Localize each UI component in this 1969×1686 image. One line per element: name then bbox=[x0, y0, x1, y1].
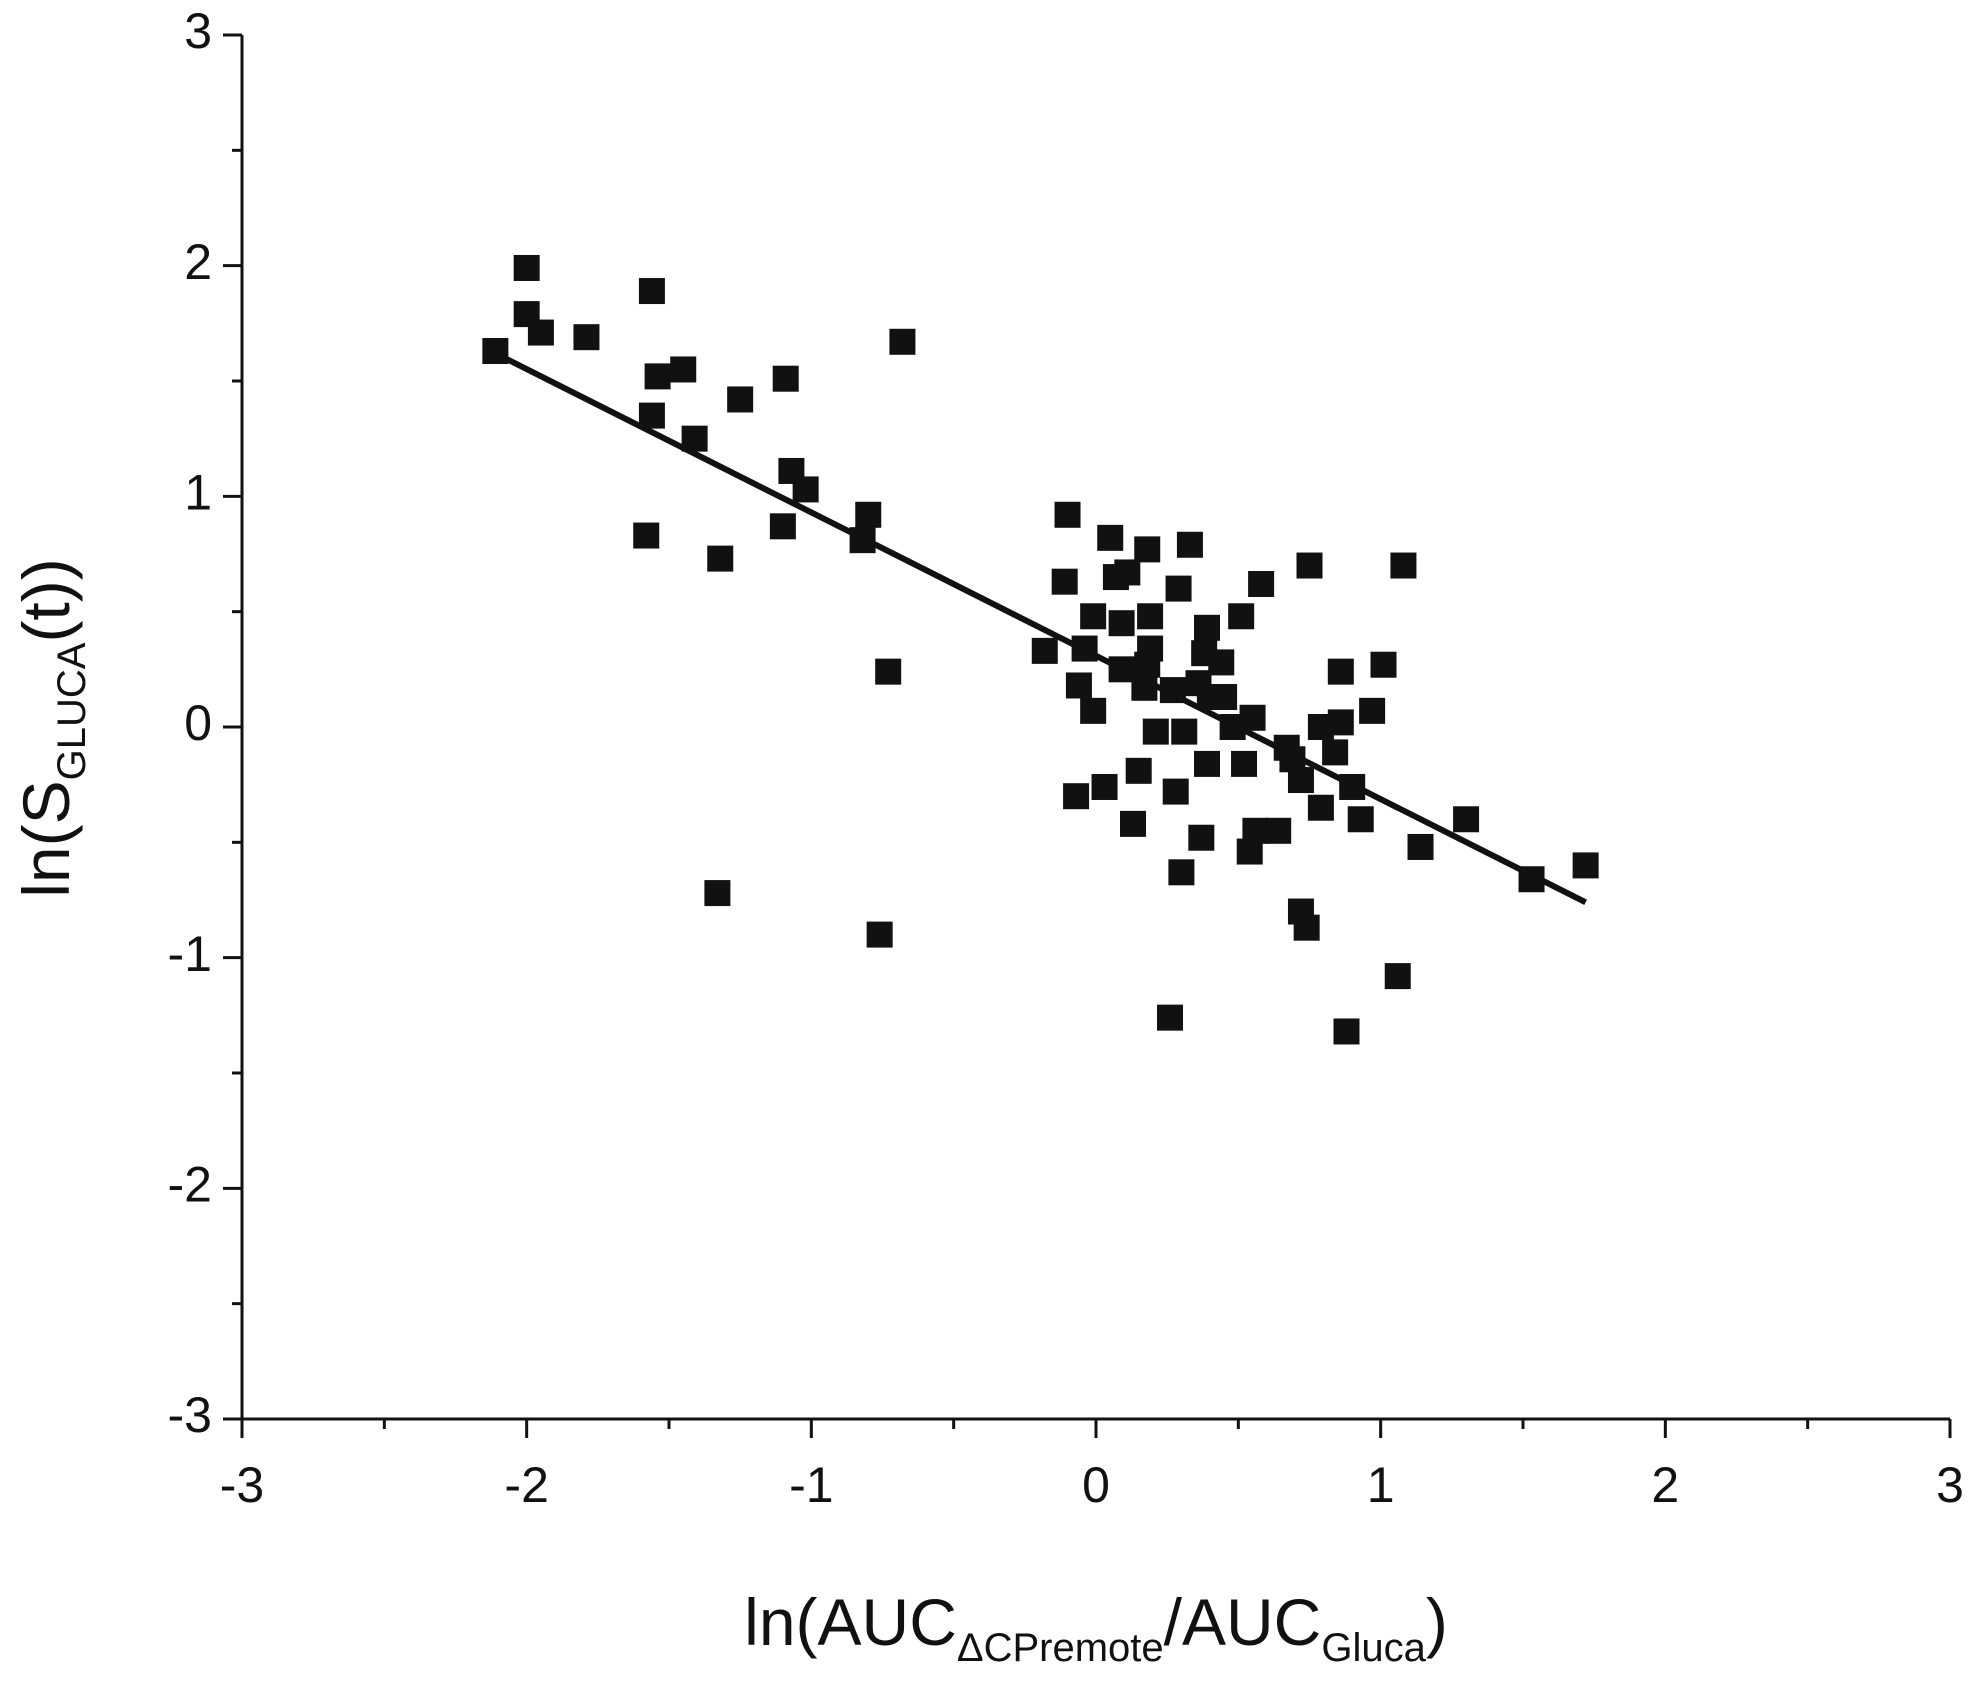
x-tick-label: -2 bbox=[504, 1457, 548, 1513]
data-point bbox=[889, 328, 916, 355]
data-point bbox=[1239, 704, 1266, 731]
data-point bbox=[1390, 552, 1417, 579]
data-point bbox=[1080, 603, 1107, 630]
axis-title-subscript: Gluca bbox=[1321, 1626, 1426, 1670]
data-point bbox=[1142, 718, 1169, 745]
data-point bbox=[769, 513, 796, 540]
y-tick-label: 0 bbox=[184, 695, 212, 751]
data-point bbox=[1051, 568, 1078, 595]
axis-title-part: ln(AUC bbox=[744, 1585, 957, 1659]
x-tick-label: -1 bbox=[789, 1457, 833, 1513]
axis-title-part: (t)) bbox=[9, 558, 83, 642]
data-point bbox=[1137, 603, 1164, 630]
y-tick-label: -3 bbox=[168, 1387, 212, 1443]
data-point bbox=[704, 880, 731, 907]
data-point bbox=[1091, 773, 1118, 800]
fit-line bbox=[494, 350, 1587, 905]
data-point bbox=[1296, 552, 1323, 579]
data-point bbox=[1134, 651, 1161, 678]
y-axis-title: ln(SGLUCA(t)) bbox=[9, 558, 93, 897]
data-point bbox=[1065, 672, 1092, 699]
data-point bbox=[1407, 833, 1434, 860]
y-tick-label: -2 bbox=[168, 1157, 212, 1213]
data-point bbox=[866, 921, 893, 948]
data-point bbox=[1384, 963, 1411, 990]
x-tick-label: 2 bbox=[1651, 1457, 1679, 1513]
data-point bbox=[1194, 750, 1221, 777]
axis-title-part: /AUC bbox=[1164, 1585, 1322, 1659]
data-point bbox=[1114, 559, 1141, 586]
data-point bbox=[1162, 778, 1189, 805]
data-point bbox=[792, 476, 819, 503]
axis-title-subscript: GLUCA bbox=[50, 642, 94, 780]
x-tick-label: 0 bbox=[1082, 1457, 1110, 1513]
data-point bbox=[1120, 810, 1147, 837]
data-point bbox=[670, 356, 697, 383]
data-point bbox=[1194, 614, 1221, 641]
x-axis-title: ln(AUCΔCPremote/AUCGluca) bbox=[744, 1585, 1448, 1669]
axis-title-part: ) bbox=[1426, 1585, 1448, 1659]
data-point bbox=[1265, 817, 1292, 844]
y-tick-label: 2 bbox=[184, 234, 212, 290]
data-point bbox=[1176, 531, 1203, 558]
data-point bbox=[1307, 794, 1334, 821]
data-point bbox=[1063, 783, 1090, 810]
data-point bbox=[1236, 838, 1263, 865]
data-point bbox=[644, 363, 671, 390]
data-point bbox=[638, 278, 665, 305]
data-point bbox=[638, 402, 665, 429]
data-point bbox=[1171, 718, 1198, 745]
data-point bbox=[772, 365, 799, 392]
data-point bbox=[1080, 697, 1107, 724]
data-point bbox=[1054, 501, 1081, 528]
data-point bbox=[1125, 757, 1152, 784]
data-point bbox=[1322, 739, 1349, 766]
data-point bbox=[1248, 570, 1275, 597]
data-point bbox=[573, 324, 600, 351]
data-point bbox=[1453, 806, 1480, 833]
data-point bbox=[1134, 536, 1161, 563]
data-point bbox=[1188, 824, 1215, 851]
data-point bbox=[1165, 575, 1192, 602]
data-point bbox=[1293, 914, 1320, 941]
y-tick-label: 1 bbox=[184, 465, 212, 521]
axis-title-subscript: ΔCPremote bbox=[957, 1626, 1164, 1670]
data-point bbox=[727, 386, 754, 413]
data-point bbox=[1208, 649, 1235, 676]
data-point bbox=[855, 501, 882, 528]
data-point bbox=[1333, 1018, 1360, 1045]
y-tick-label: -1 bbox=[168, 926, 212, 982]
data-point bbox=[1228, 603, 1255, 630]
data-point bbox=[1168, 859, 1195, 886]
data-point bbox=[527, 319, 554, 346]
data-point bbox=[1211, 684, 1238, 711]
data-point bbox=[1572, 852, 1599, 879]
data-point bbox=[1157, 1004, 1184, 1031]
data-point bbox=[513, 254, 540, 281]
data-point bbox=[1307, 714, 1334, 740]
x-tick-label: 1 bbox=[1367, 1457, 1395, 1513]
data-point bbox=[1287, 767, 1314, 794]
data-point bbox=[707, 545, 734, 572]
x-tick-label: -3 bbox=[220, 1457, 264, 1513]
data-point bbox=[875, 658, 902, 685]
y-tick-label: 3 bbox=[184, 3, 212, 59]
data-point bbox=[1327, 658, 1354, 685]
data-point bbox=[1359, 697, 1386, 724]
x-tick-label: 3 bbox=[1936, 1457, 1964, 1513]
axis-title-part: ln(S bbox=[9, 780, 83, 897]
data-point bbox=[1108, 610, 1135, 637]
data-point bbox=[1347, 806, 1374, 833]
data-point bbox=[1097, 524, 1124, 551]
data-point bbox=[1231, 750, 1258, 777]
data-point bbox=[1370, 651, 1397, 678]
data-point bbox=[633, 522, 660, 549]
data-point bbox=[1031, 637, 1058, 664]
